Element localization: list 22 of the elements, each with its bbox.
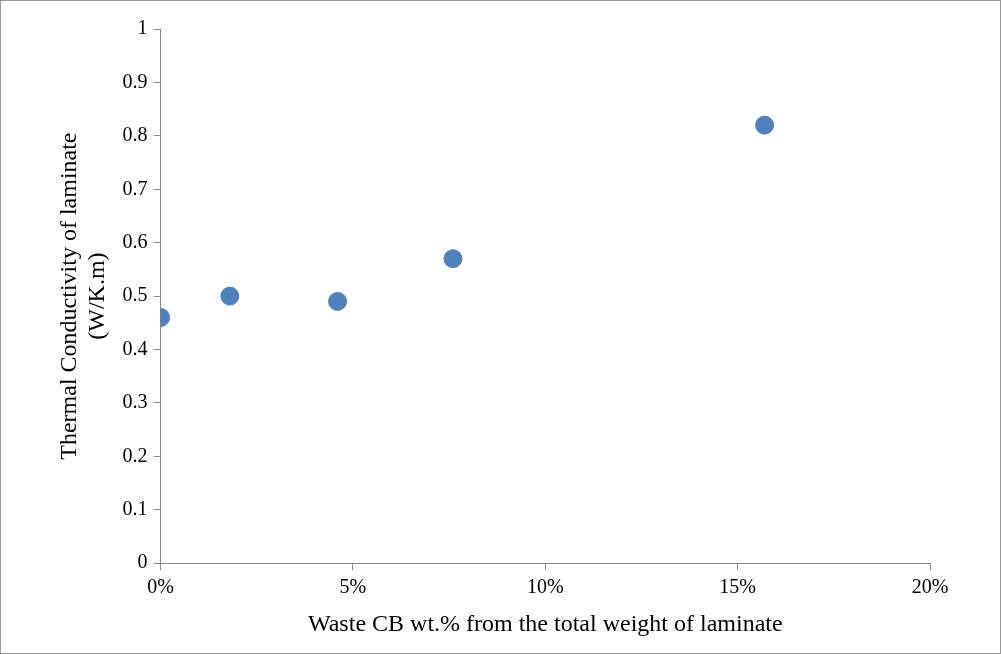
x-tick-label: 10% <box>526 575 564 598</box>
x-tick-label: 5% <box>339 575 367 598</box>
y-tick-label: 0.9 <box>122 69 148 92</box>
y-tick-label: 0.4 <box>122 336 148 359</box>
point <box>328 291 348 311</box>
y-tick-label: 0.3 <box>122 390 148 413</box>
point <box>755 115 775 135</box>
x-tick-label: 20% <box>911 575 949 598</box>
y-tick-label: 0.2 <box>122 443 148 466</box>
x-tick-label: 15% <box>719 575 756 598</box>
point <box>220 286 240 306</box>
y-tick-label: 0.1 <box>122 497 148 520</box>
y-tick-label: 0 <box>137 550 148 573</box>
point <box>443 249 463 269</box>
y-tick-label: 0.5 <box>122 283 148 306</box>
x-tick-label: 0% <box>147 575 174 598</box>
y-tick-label: 0.8 <box>122 123 148 146</box>
y-tick-label: 0.7 <box>122 176 148 199</box>
y-tick-label: 1 <box>137 16 148 39</box>
y-axis-title: Thermal Conductivity of laminate (W/K.m) <box>54 132 110 460</box>
y-tick-label: 0.6 <box>122 229 148 252</box>
x-axis-title: Waste CB wt.% from the total weight of laminate <box>307 609 783 636</box>
